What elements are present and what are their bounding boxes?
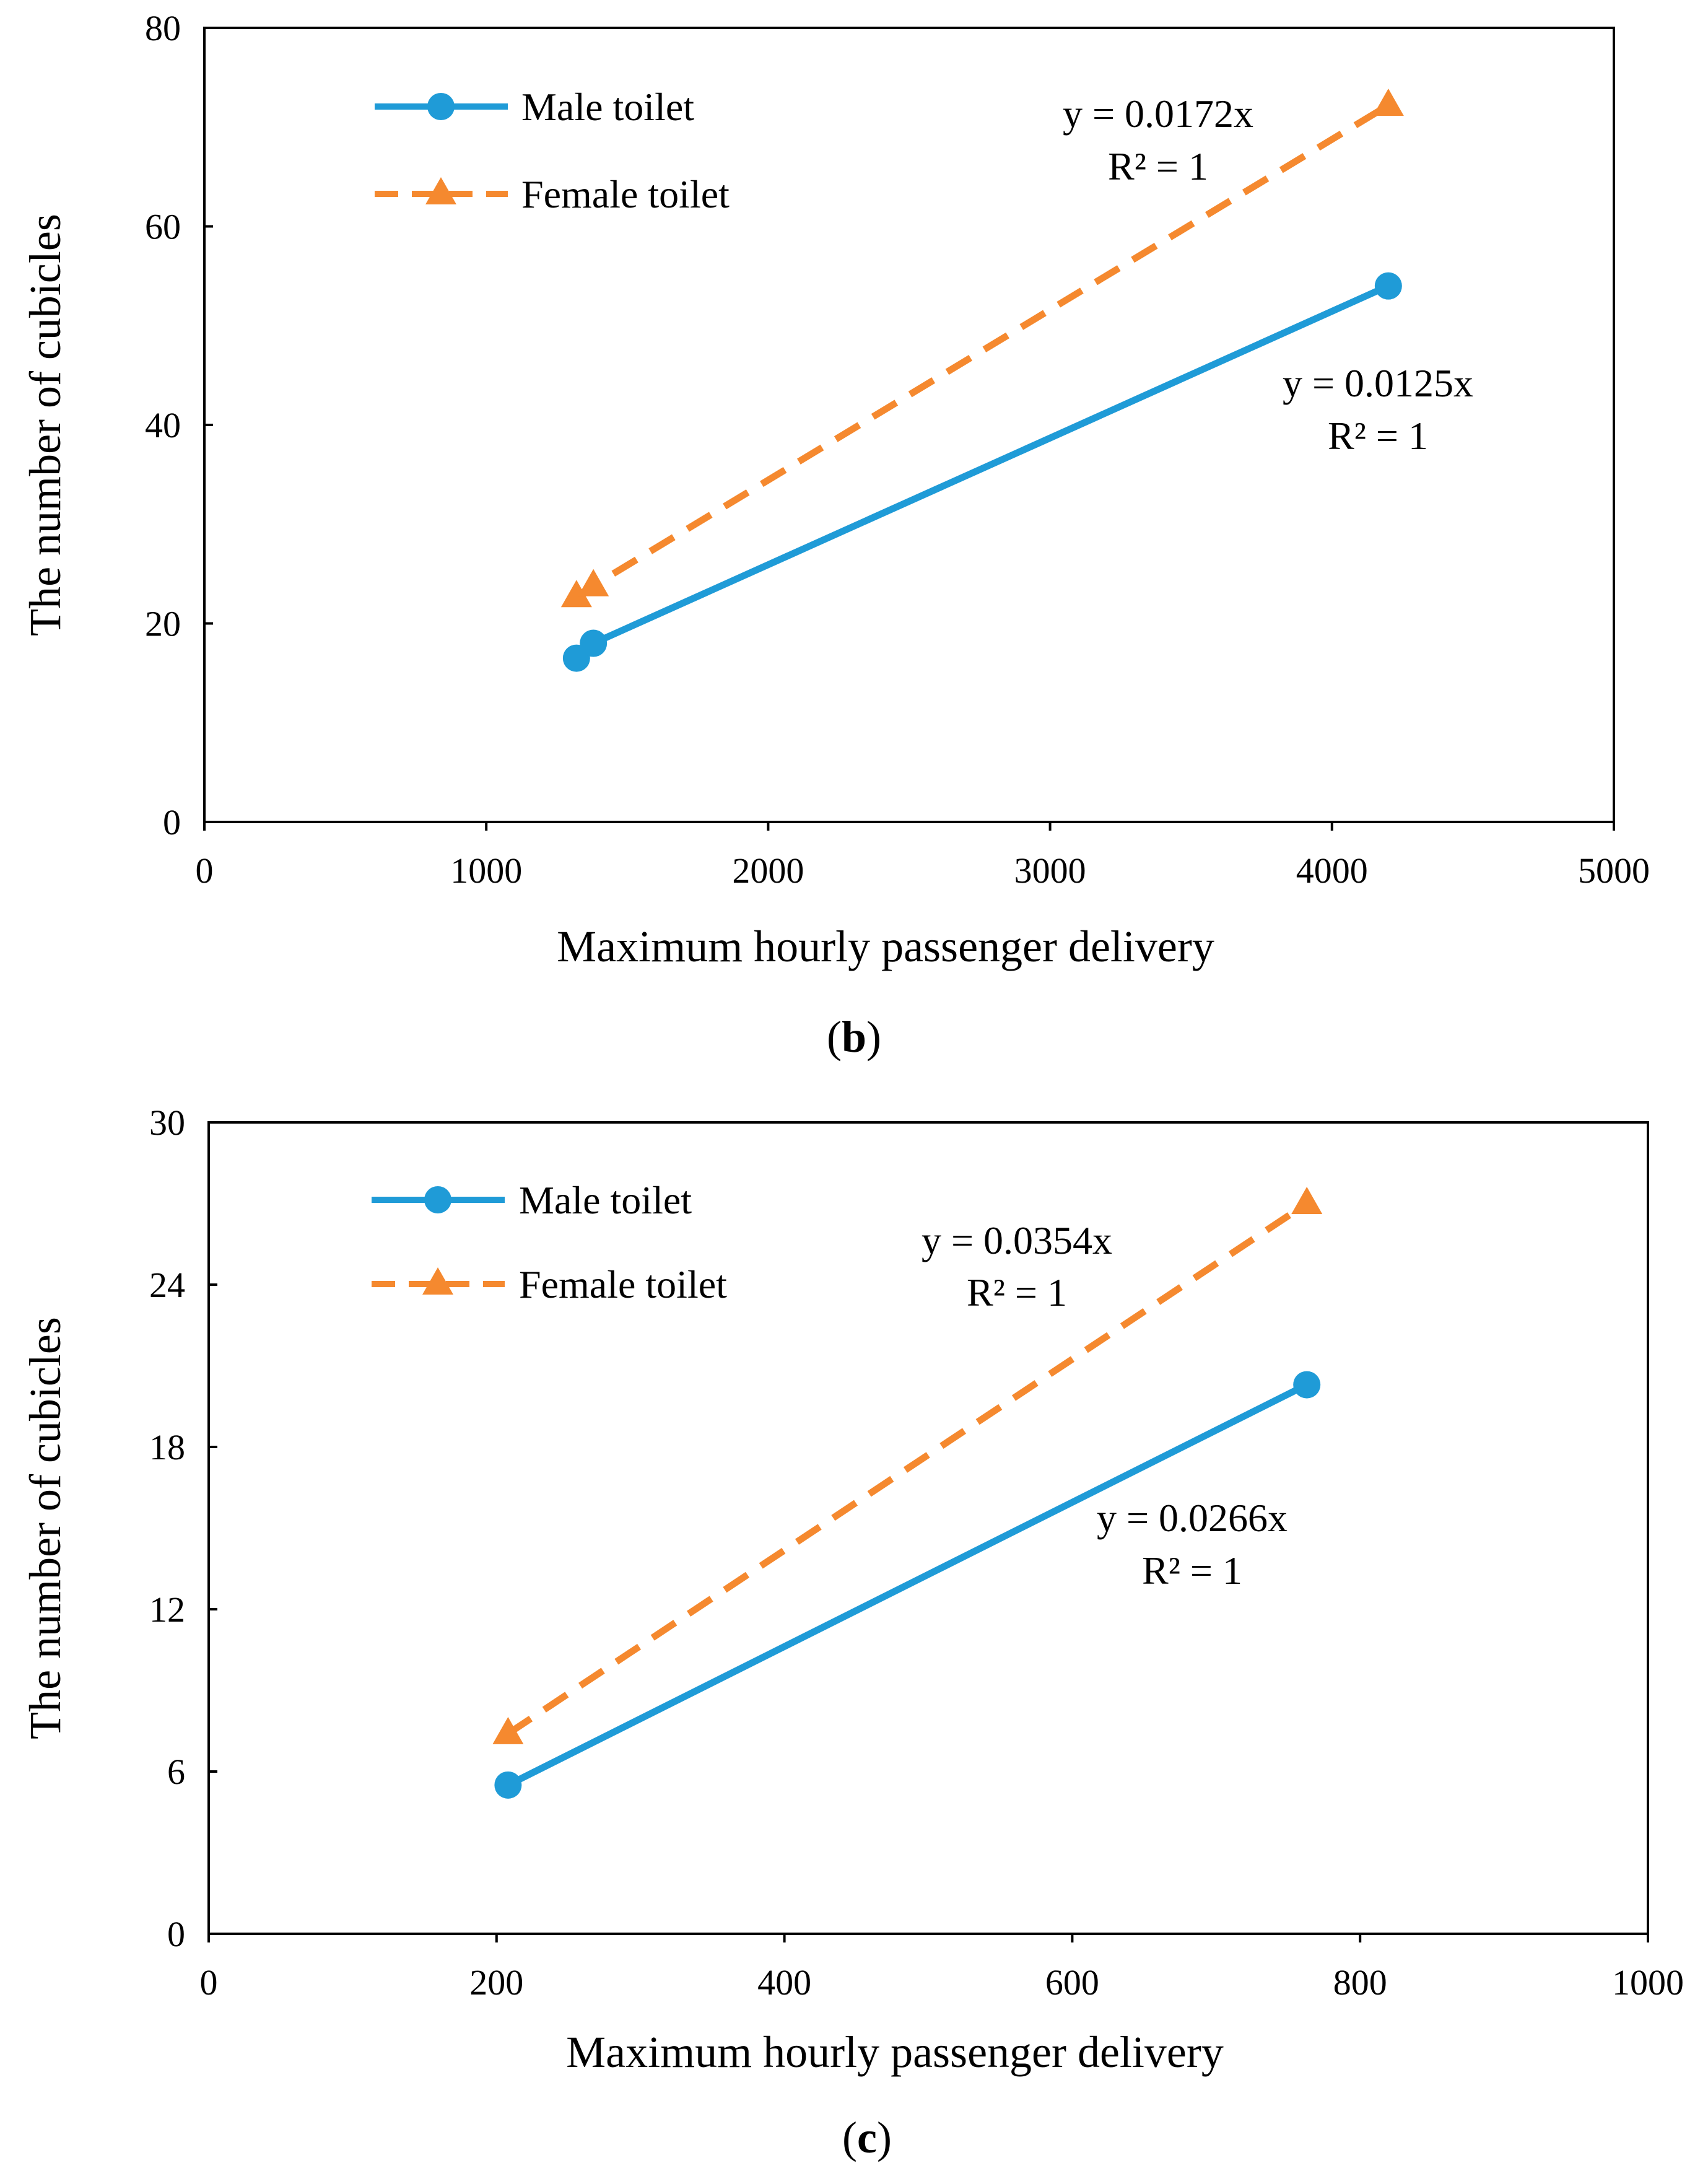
legend-female-label: Female toilet — [521, 172, 730, 216]
female-trend-r2: R² = 1 — [1108, 144, 1208, 188]
legend-female-marker — [422, 1267, 453, 1295]
y-tick-label: 12 — [149, 1589, 185, 1630]
x-tick-label: 4000 — [1296, 850, 1368, 891]
male-data-point — [1374, 272, 1402, 300]
female-data-point — [1291, 1187, 1323, 1214]
x-tick-label: 0 — [196, 850, 214, 891]
y-tick-label: 24 — [149, 1265, 185, 1305]
female-data-point — [1372, 88, 1404, 116]
legend-female-label: Female toilet — [519, 1262, 727, 1306]
x-tick-label: 400 — [757, 1962, 811, 2003]
x-tick-label: 3000 — [1014, 850, 1086, 891]
legend-male-label: Male toilet — [519, 1178, 692, 1222]
male-data-point — [494, 1771, 522, 1799]
y-tick-label: 18 — [149, 1427, 185, 1467]
y-tick-label: 80 — [145, 8, 181, 48]
y-tick-label: 20 — [145, 604, 181, 644]
y-tick-label: 0 — [163, 802, 181, 842]
y-axis-label: The number of cubicles — [20, 1317, 70, 1739]
chart-panel-b: 0 20 40 60 80 0 1000 2000 3000 4000 5000 The numbe… — [20, 8, 1650, 1062]
legend-female-marker — [425, 177, 456, 204]
female-trend-equation: y = 0.0354x — [922, 1218, 1112, 1262]
female-trend-equation: y = 0.0172x — [1063, 92, 1253, 136]
legend-male-label: Male toilet — [521, 85, 694, 129]
female-trend-r2: R² = 1 — [967, 1270, 1067, 1314]
x-tick-label: 0 — [200, 1962, 218, 2003]
y-tick-label: 0 — [167, 1914, 185, 1954]
male-trend-r2: R² = 1 — [1328, 414, 1428, 458]
male-trend-r2: R² = 1 — [1142, 1549, 1242, 1593]
y-tick-label: 60 — [145, 207, 181, 247]
x-tick-label: 200 — [469, 1962, 523, 2003]
female-data-point — [560, 580, 592, 608]
legend-male-marker — [427, 93, 455, 120]
female-series-line — [506, 1200, 1309, 1737]
legend: Male toilet Female toilet — [375, 85, 730, 216]
y-tick-label: 30 — [149, 1103, 185, 1143]
legend-male-marker — [424, 1186, 451, 1213]
x-axis-label: Maximum hourly passenger delivery — [557, 922, 1214, 971]
x-tick-label: 600 — [1045, 1962, 1099, 2003]
x-tick-label: 5000 — [1578, 850, 1650, 891]
male-data-point — [580, 629, 608, 657]
plot-frame — [207, 1121, 1649, 1935]
panel-label-c: (c) — [842, 2113, 892, 2162]
male-trend-equation: y = 0.0266x — [1097, 1496, 1288, 1540]
y-tick-label: 40 — [145, 405, 181, 445]
x-tick-label: 2000 — [732, 850, 804, 891]
y-axis-label: The number of cubicles — [20, 214, 70, 636]
legend: Male toilet Female toilet — [372, 1178, 727, 1306]
y-tick-label: 6 — [167, 1752, 185, 1792]
male-series-line — [506, 1381, 1309, 1788]
x-tick-label: 1000 — [450, 850, 522, 891]
male-series-line — [574, 282, 1390, 661]
female-data-point — [578, 569, 609, 596]
chart-panel-c: 0 6 12 18 24 30 0 200 400 600 800 1000 The number o… — [20, 1103, 1684, 2162]
male-data-point — [1293, 1371, 1321, 1399]
panel-label-b: (b) — [827, 1012, 881, 1062]
x-axis-label: Maximum hourly passenger delivery — [566, 2027, 1224, 2077]
female-data-point — [492, 1716, 524, 1744]
male-trend-equation: y = 0.0125x — [1283, 361, 1473, 405]
x-tick-label: 800 — [1333, 1962, 1387, 2003]
x-tick-label: 1000 — [1612, 1962, 1684, 2003]
